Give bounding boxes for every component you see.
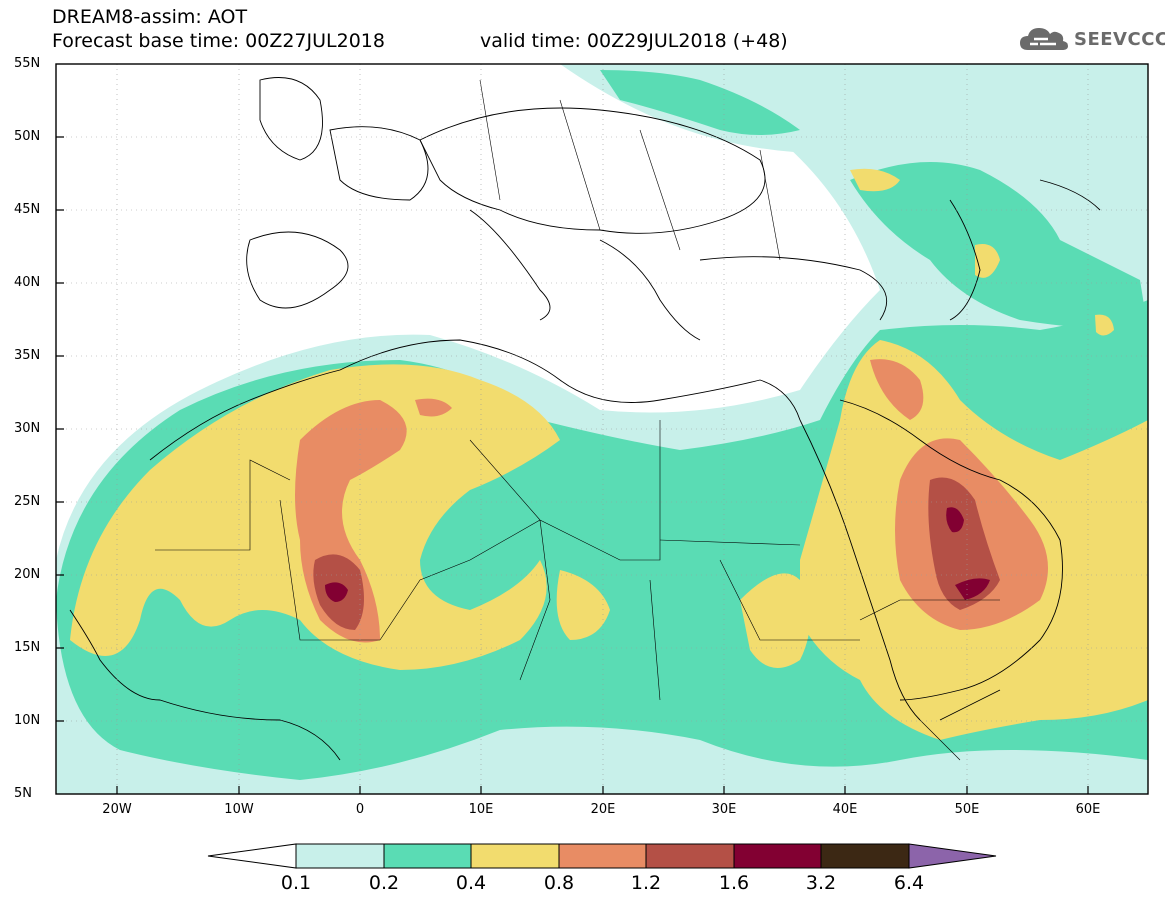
lon-label: 40E	[832, 802, 858, 817]
lon-label: 20E	[590, 802, 616, 817]
lat-label: 50N	[14, 129, 41, 144]
lon-label: 30E	[711, 802, 737, 817]
colorbar-label: 3.2	[805, 872, 837, 894]
lon-label: 20W	[102, 802, 132, 817]
colorbar-label: 0.8	[543, 872, 575, 894]
aot-contour-1.6-arabia-2	[955, 578, 990, 600]
lat-label: 20N	[14, 567, 41, 582]
lat-label: 15N	[14, 640, 41, 655]
valid-time: valid time: 00Z29JUL2018 (+48)	[480, 30, 788, 52]
lat-label: 5N	[14, 786, 32, 801]
lat-label: 10N	[14, 713, 41, 728]
map-title: DREAM8-assim: AOT	[52, 6, 248, 28]
cloud-icon	[1020, 28, 1068, 50]
lat-label: 40N	[14, 275, 41, 290]
colorbar-label: 0.2	[368, 872, 400, 894]
map-gridlines	[56, 64, 1148, 794]
lon-label: 10W	[224, 802, 254, 817]
lat-label: 25N	[14, 494, 41, 509]
country-borders	[155, 79, 1000, 761]
aot-contour-1.2-arabia	[928, 477, 1000, 610]
aot-contour-0.2-caspian	[850, 162, 1148, 330]
aot-contour-1.6-arabia	[946, 507, 964, 533]
coastlines	[69, 77, 1101, 761]
aot-contour-1.6	[325, 582, 348, 602]
lat-label: 55N	[14, 56, 41, 71]
seevccc-logo: SEEVCCC	[1018, 22, 1165, 56]
colorbar-label: 0.1	[280, 872, 312, 894]
lat-label: 30N	[14, 421, 41, 436]
lat-label: 45N	[14, 202, 41, 217]
aot-contour-0.4-south	[740, 573, 810, 668]
aot-contour-0.4-patch-ne	[850, 168, 900, 192]
colorbar-label: 6.4	[893, 872, 925, 894]
aot-contour-0.4-sahel	[556, 570, 610, 640]
lon-label: 10E	[468, 802, 494, 817]
colorbar-label: 0.4	[455, 872, 487, 894]
aot-contour-0.4-patch-caspian	[975, 244, 1000, 278]
map-ticks	[56, 136, 1089, 794]
colorbar-label: 1.6	[718, 872, 750, 894]
colorbar-label: 1.2	[630, 872, 662, 894]
logo-text: SEEVCCC	[1074, 28, 1165, 50]
aot-contour-0.8-iraq	[870, 359, 924, 420]
lon-label: 60E	[1075, 802, 1101, 817]
aot-contour-0.2-north	[600, 70, 800, 135]
lon-label: 50E	[954, 802, 980, 817]
forecast-base-time: Forecast base time: 00Z27JUL2018	[52, 30, 385, 52]
lat-label: 35N	[14, 348, 41, 363]
aot-contour-0.4-patch-east	[1095, 314, 1114, 336]
lon-label: 0	[355, 802, 365, 817]
aot-contour-0.8-patch	[415, 398, 452, 417]
